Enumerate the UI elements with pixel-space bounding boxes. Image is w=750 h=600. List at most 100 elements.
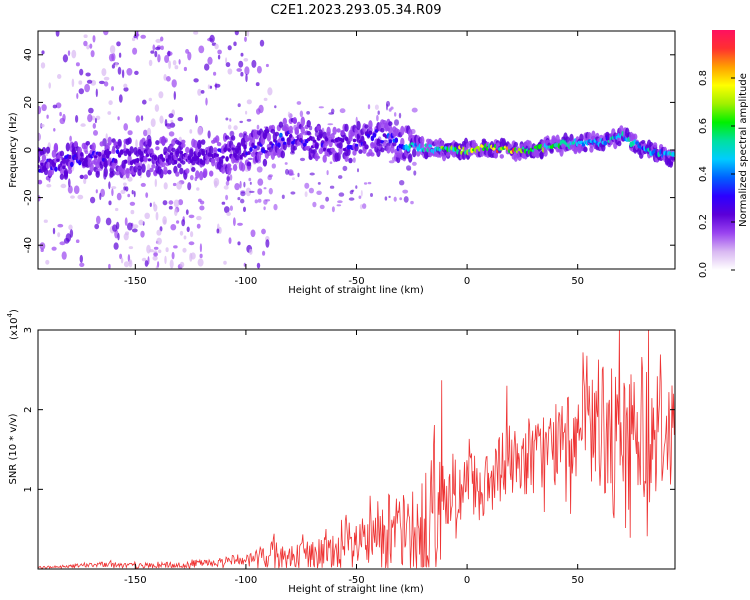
spectrogram-halo [262,158,268,167]
spectrogram-y-tick-label: -40 [23,237,34,253]
spectrogram-ridge-point [279,132,283,138]
spectrogram-ridge-point [56,158,60,162]
spectrogram-noise-blob [376,114,379,122]
spectrogram-noise-blob [123,123,128,131]
spectrogram-noise-blob [240,191,246,197]
spectrogram-ridge-point [169,152,174,156]
snr-x-ticks: -150 -100 -50 0 50 [124,330,584,586]
spectrogram-noise-blob [224,206,230,214]
spectrogram-noise-blob [336,204,342,207]
spectrogram-noise-blob [168,60,172,69]
spectrogram-noise-blob [265,63,269,68]
spectrogram-noise-blob [148,59,153,67]
spectrogram-noise-blob [289,173,295,176]
spectrogram-noise-blob [355,185,358,189]
spectrogram-halo [199,170,204,181]
spectrogram-noise-blob [274,105,277,109]
spectrogram-noise-blob [199,243,202,253]
spectrogram-noise-blob [140,115,144,121]
spectrogram-halo [224,135,230,140]
spectrogram-noise-blob [338,192,345,197]
spectrogram-noise-blob [86,79,93,84]
spectrogram-x-tick-label: -100 [235,276,258,287]
spectrogram-ridge-point [302,142,307,147]
spectrogram-ridge-point [354,143,359,147]
spectrogram-noise-blob [143,129,148,137]
spectrogram-noise-blob [304,182,310,189]
spectrogram-noise-blob [199,205,205,211]
spectrogram-noise-blob [306,111,310,115]
spectrogram-y-tick-label: 20 [23,96,34,109]
spectrogram-noise-blob [52,227,56,235]
spectrogram-noise-blob [78,88,85,95]
spectrogram-halo [416,150,421,157]
spectrogram-noise-blob [160,36,164,42]
spectrogram-noise-blob [105,217,112,226]
colorbar: 0.0 0.2 0.4 0.6 0.8 Normalized spectral ampl… [698,30,749,278]
spectrogram-noise-blob [256,124,260,130]
spectrogram-noise-blob [176,181,183,190]
spectrogram-halo [215,135,220,144]
spectrogram-halo [420,135,425,145]
spectrogram-noise-blob [225,180,230,186]
spectrogram-noise-blob [154,104,160,112]
spectrogram-halo [85,141,91,146]
spectrogram-halo [163,166,168,175]
spectrogram-halo [41,147,47,155]
spectrogram-halo [400,125,405,136]
spectrogram-halo [336,152,341,162]
spectrogram-noise-blob [108,100,113,106]
spectrogram-halo [95,170,100,178]
spectrogram-halo [352,149,357,156]
spectrogram-halo [392,141,397,147]
spectrogram-noise-blob [287,111,291,117]
spectrogram-noise-blob [304,191,308,198]
spectrogram-noise-blob [174,208,178,217]
spectrogram-ridge-point [388,139,393,144]
spectrogram-noise-blob [131,228,138,233]
spectrogram-noise-blob [90,196,96,204]
spectrogram-noise-blob [233,125,238,131]
spectrogram-noise-blob [183,66,187,72]
spectrogram-ridge-point [253,145,257,149]
spectrogram-noise-blob [325,196,329,202]
spectrogram-noise-blob [40,123,45,128]
spectrogram-noise-blob [89,43,93,49]
spectrogram-halo [364,144,369,150]
spectrogram-noise-blob [237,222,243,226]
spectrogram-halo [292,145,297,151]
spectrogram-halo [209,170,214,177]
spectrogram-noise-blob [119,253,123,260]
spectrogram-noise-blob [166,123,172,130]
spectrogram-halo [147,138,152,148]
spectrogram-noise-blob [40,62,46,69]
snr-multiplier-exp: 4 [6,312,14,317]
spectrogram-noise-blob [308,187,314,194]
spectrogram-noise-blob [111,64,115,69]
spectrogram-noise-blob [150,118,156,128]
spectrogram-x-tick-label: -50 [348,276,364,287]
spectrogram-halo [193,139,198,149]
spectrogram-halo [107,136,112,146]
spectrogram-halo [89,162,94,173]
spectrogram-noise-blob [107,111,112,115]
spectrogram-noise-blob [239,120,243,124]
spectrogram-ridge-point [105,153,110,159]
spectrogram-halo [133,165,138,173]
spectrogram-noise-blob [217,54,221,60]
spectrogram-noise-blob [71,49,77,59]
spectrogram-noise-blob [98,80,105,85]
spectrogram-noise-blob [245,187,252,197]
spectrogram-noise-blob [146,127,152,137]
spectrogram-halo [292,117,297,124]
spectrogram-noise-blob [170,119,174,124]
spectrogram-ridge-point [52,161,56,167]
spectrogram-noise-blob [394,119,399,126]
spectrogram-noise-blob [149,202,152,207]
spectrogram-noise-blob [226,176,230,182]
spectrogram-noise-blob [168,131,175,137]
spectrogram-noise-blob [123,182,127,186]
spectrogram-noise-blob [112,224,118,232]
spectrogram-noise-blob [370,193,373,197]
spectrogram-noise-blob [316,190,322,195]
